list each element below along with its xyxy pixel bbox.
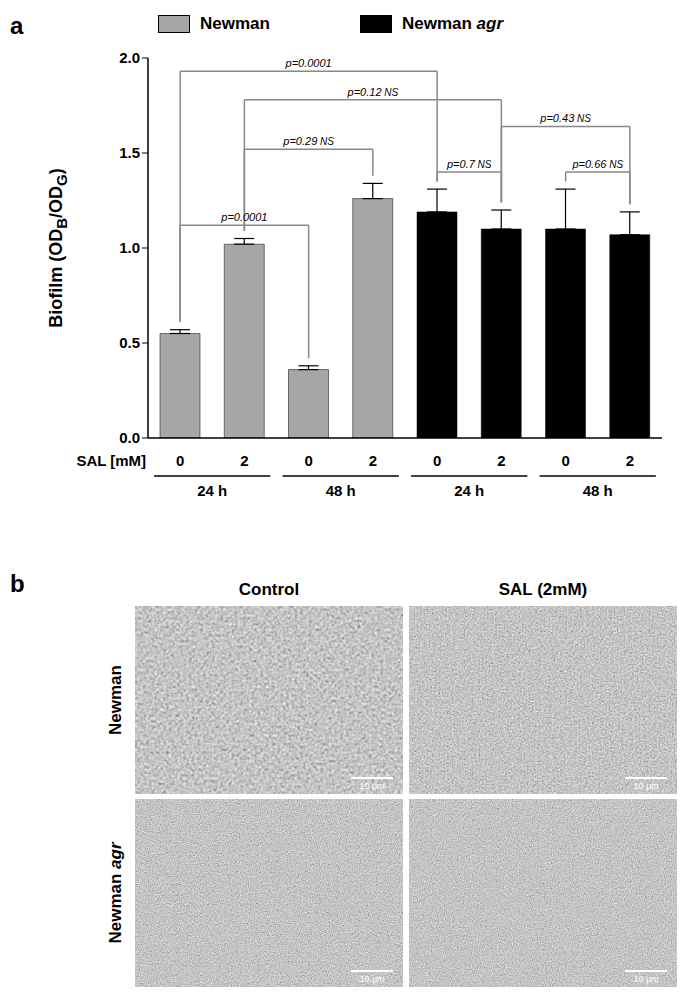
svg-text:p=0.12 NS: p=0.12 NS bbox=[347, 86, 399, 98]
svg-text:p=0.7 NS: p=0.7 NS bbox=[446, 158, 492, 170]
svg-text:p=0.66 NS: p=0.66 NS bbox=[571, 158, 623, 170]
html-text:agr: agr bbox=[106, 842, 125, 869]
svg-text:0: 0 bbox=[304, 452, 312, 469]
svg-text:SAL [mM]: SAL [mM] bbox=[76, 452, 146, 469]
svg-text:10 μm: 10 μm bbox=[359, 781, 384, 791]
html-text:SAL (2mM): SAL (2mM) bbox=[498, 580, 588, 599]
html-text:Newman agr: Newman agr bbox=[401, 14, 503, 33]
html-text:Newman: Newman bbox=[200, 14, 270, 33]
svg-text:2: 2 bbox=[497, 452, 505, 469]
svg-text:2: 2 bbox=[369, 452, 377, 469]
svg-text:24 h: 24 h bbox=[197, 482, 227, 499]
svg-text:48 h: 48 h bbox=[583, 482, 613, 499]
svg-text:1.5: 1.5 bbox=[119, 144, 140, 161]
html-text:B: B bbox=[52, 217, 70, 229]
html-text:Control: Control bbox=[238, 580, 300, 599]
svg-text:10 μm: 10 μm bbox=[633, 781, 658, 791]
svg-text:p=0.0001: p=0.0001 bbox=[285, 57, 332, 69]
svg-text:0.5: 0.5 bbox=[119, 334, 140, 351]
html-text:Biofilm (OD: Biofilm (OD bbox=[46, 228, 67, 328]
svg-text:2: 2 bbox=[240, 452, 248, 469]
html-text:a: a bbox=[10, 12, 24, 39]
svg-text:24 h: 24 h bbox=[454, 482, 484, 499]
svg-text:p=0.0001: p=0.0001 bbox=[220, 211, 267, 223]
svg-text:2: 2 bbox=[626, 452, 634, 469]
html-text:/OD: /OD bbox=[46, 185, 67, 218]
svg-text:0: 0 bbox=[561, 452, 569, 469]
svg-text:0.0: 0.0 bbox=[119, 429, 140, 446]
svg-text:p=0.29 NS: p=0.29 NS bbox=[282, 135, 334, 147]
svg-text:p=0.43 NS: p=0.43 NS bbox=[539, 112, 591, 124]
html-text:Newman: Newman bbox=[106, 665, 125, 735]
svg-text:0: 0 bbox=[433, 452, 441, 469]
svg-text:48 h: 48 h bbox=[326, 482, 356, 499]
svg-text:2.0: 2.0 bbox=[119, 49, 140, 66]
svg-text:10 μm: 10 μm bbox=[359, 974, 384, 984]
html-text:Newman: Newman bbox=[106, 868, 125, 944]
html-text:G: G bbox=[52, 174, 70, 186]
svg-text:10 μm: 10 μm bbox=[633, 974, 658, 984]
svg-text:0: 0 bbox=[176, 452, 184, 469]
html-text:b: b bbox=[10, 570, 25, 597]
svg-text:1.0: 1.0 bbox=[119, 239, 140, 256]
